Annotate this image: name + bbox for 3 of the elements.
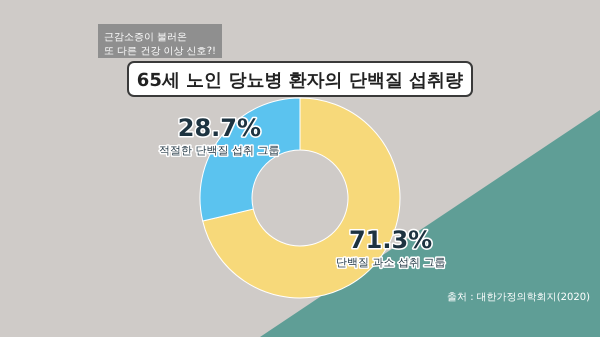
text: 근감소증이 불러온 또 다른 건강 이상 신호?! (104, 32, 216, 57)
source-note: 출처 : 대한가정의학회지(2020) (447, 292, 590, 303)
chart-title: 65세 노인 당뇨병 환자의 단백질 섭취량 (136, 70, 464, 91)
